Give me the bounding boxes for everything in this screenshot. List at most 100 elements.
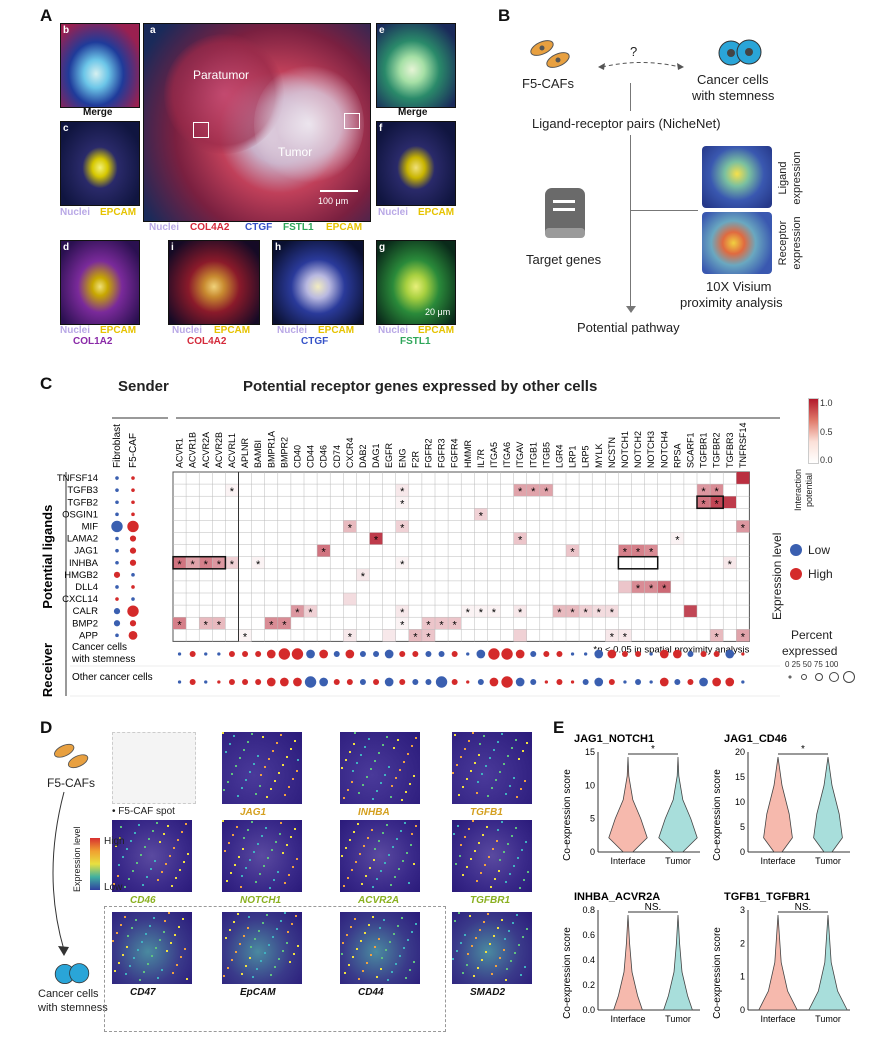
- y-tick: 15: [735, 772, 745, 782]
- heatmap-cell: [552, 605, 566, 618]
- receiver-row-label: with stemness: [71, 654, 135, 665]
- receiver-dot: [189, 679, 196, 685]
- sender-dot: [111, 520, 123, 533]
- heatmap-cell: [631, 580, 645, 593]
- sender-col-label: F5-CAF: [128, 433, 139, 468]
- heatmap-cell: [212, 556, 226, 569]
- tumor-label: Tumor: [278, 145, 313, 159]
- receiver-dot: [515, 677, 525, 687]
- significance-star: *: [426, 631, 431, 643]
- receiver-dot: [255, 679, 262, 685]
- receiver-dot: [608, 679, 615, 685]
- flow-line-1: [630, 83, 631, 111]
- y-tick: 0: [740, 847, 745, 857]
- heatmap-cell: [644, 580, 658, 593]
- gene-label: CD46: [130, 895, 156, 906]
- receiver-dot: [712, 677, 722, 687]
- micrograph-h: [272, 240, 364, 325]
- pathway-label: Potential pathway: [577, 320, 680, 335]
- significance-star: *: [400, 486, 405, 498]
- label-fstl1-g: FSTL1: [400, 336, 431, 347]
- y-tick: 0.2: [582, 980, 595, 990]
- heatmap-cell: [290, 605, 304, 618]
- heatmap-cell: [618, 629, 632, 642]
- sender-dot: [129, 559, 137, 566]
- ligand-label: TGFB2: [67, 497, 98, 508]
- significance-star: *: [400, 619, 405, 631]
- receptor-label: LGR4: [554, 444, 564, 468]
- heatmap-cell: [225, 556, 239, 569]
- significance-star: *: [243, 631, 248, 643]
- violin-shape: [608, 756, 648, 853]
- receiver-dot: [570, 652, 575, 656]
- receiver-dot: [451, 651, 458, 657]
- micrograph-b: [60, 23, 140, 108]
- high-dot: [790, 568, 802, 580]
- significance-star: *: [361, 571, 366, 583]
- label-epcam-f: EPCAM: [418, 207, 455, 218]
- significance-star: *: [492, 607, 497, 619]
- receiver-dot: [544, 680, 548, 684]
- heatmap-cell: [592, 605, 606, 618]
- sub-label-d: d: [63, 242, 70, 253]
- heatmap-cell: [395, 617, 409, 630]
- significance-star: *: [531, 486, 536, 498]
- heatmap-cell: [304, 605, 318, 618]
- heatmap-cell: [277, 617, 291, 630]
- percent-size-legend: [788, 671, 855, 683]
- significance-star: *: [426, 619, 431, 631]
- group-label: Tumor: [665, 1014, 691, 1024]
- heatmap-cell: [670, 532, 684, 545]
- sender-title: Sender: [118, 378, 169, 395]
- sender-dot: [131, 512, 135, 517]
- receiver-dot: [501, 648, 513, 660]
- sender-col-label: Fibroblast: [112, 424, 123, 468]
- significance-star: *: [177, 559, 182, 571]
- gene-label: JAG1: [240, 807, 267, 818]
- significance-star: *: [348, 631, 353, 643]
- heatmap-cell: [251, 556, 265, 569]
- significance-star: *: [177, 619, 182, 631]
- highlight-box: [617, 555, 659, 570]
- significance-star: *: [701, 486, 706, 498]
- receiver-dot: [674, 679, 681, 685]
- expr-level-label-d: Expression level: [72, 826, 82, 892]
- d-dashed-box: [104, 906, 446, 1032]
- receptor-label: DAB2: [358, 444, 368, 468]
- cancer-label-d1: Cancer cells: [38, 988, 99, 1000]
- receptor-label: TNFRSF14: [738, 422, 748, 468]
- group-label: Tumor: [815, 1014, 841, 1024]
- cancer-cells-icon-d: [54, 963, 90, 984]
- heatmap-cell: [421, 629, 435, 642]
- spatial-map: [222, 820, 302, 892]
- d-flow-curve: [52, 791, 69, 956]
- y-tick: 5: [590, 814, 595, 824]
- receiver-row-label: Cancer cells: [72, 642, 127, 653]
- heatmap-cell: [395, 484, 409, 497]
- significance-star: *: [623, 547, 628, 559]
- zoom-box-left: [193, 122, 209, 138]
- percent-label-1: Percent: [791, 628, 833, 642]
- significance-star: *: [230, 486, 235, 498]
- y-tick: 0: [590, 847, 595, 857]
- receiver-label: Receiver: [40, 643, 55, 697]
- significance-star: *: [295, 607, 300, 619]
- ligand-visium-image: [702, 146, 772, 208]
- significance-star: *: [570, 547, 575, 559]
- gene-label: INHBA: [358, 807, 390, 818]
- receiver-dot: [242, 651, 249, 657]
- receptor-label: NOTCH2: [633, 431, 643, 468]
- receiver-dot: [204, 652, 208, 656]
- group-label: Tumor: [815, 856, 841, 866]
- colorbar-tick-3: 0.0: [820, 455, 833, 465]
- receiver-dot: [373, 679, 380, 685]
- scale-bar-100: [320, 190, 358, 192]
- y-tick: 20: [735, 747, 745, 757]
- receiver-dot: [412, 679, 419, 685]
- spatial-map: [452, 732, 532, 804]
- ligand-label: CALR: [73, 606, 98, 617]
- heatmap-cell: [566, 605, 580, 618]
- receiver-dot: [635, 679, 642, 685]
- receptor-expr-label: Receptor expression: [776, 212, 810, 274]
- heatmap-cell: [631, 544, 645, 557]
